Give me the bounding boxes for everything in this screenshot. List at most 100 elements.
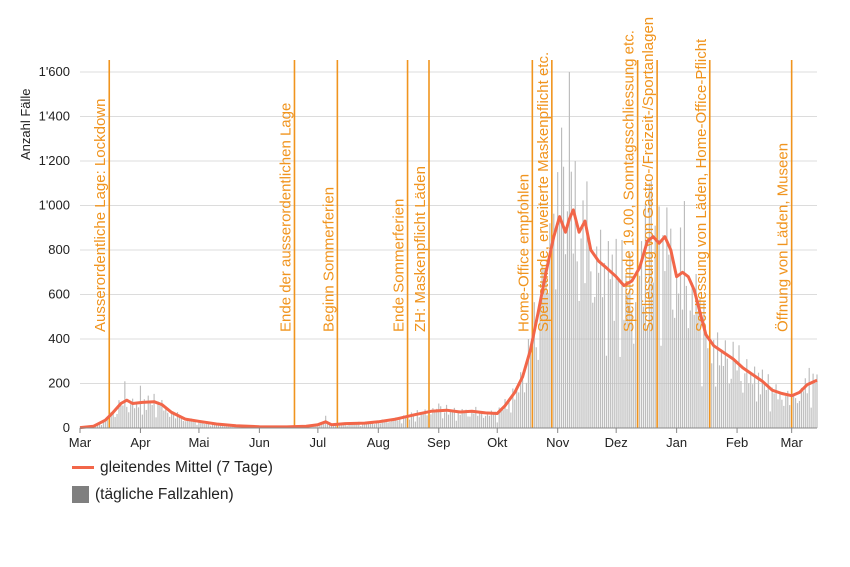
daily-case-bar: [668, 254, 670, 428]
daily-case-bar: [537, 359, 539, 428]
daily-case-bar: [681, 309, 684, 428]
event-annotations: Ausserordentliche Lage: Lockdown Ende der…: [92, 17, 793, 428]
daily-case-bar: [110, 411, 112, 428]
daily-case-bar: [481, 413, 483, 428]
y-tick-label: 1'000: [39, 198, 70, 213]
daily-case-bar: [211, 422, 214, 428]
daily-case-bar: [699, 298, 701, 428]
axes: 0 200 400 600 800 1'000 1'200 1'400 1'600 Mar Apr M…: [39, 64, 817, 450]
daily-case-bar: [547, 292, 549, 428]
daily-case-bar: [796, 403, 799, 428]
daily-case-bar: [340, 423, 342, 428]
daily-case-bar: [313, 425, 315, 428]
daily-case-bar: [746, 359, 748, 428]
legend-bar-label: (tägliche Fallzahlen): [95, 486, 234, 503]
daily-case-bar: [483, 417, 485, 428]
daily-case-bar: [405, 417, 407, 428]
daily-case-bar: [808, 367, 810, 428]
x-tick-label: Jul: [310, 435, 327, 450]
x-tick-label: Mai: [188, 435, 209, 450]
daily-case-bar: [568, 72, 570, 428]
daily-case-bar: [615, 238, 617, 428]
daily-case-bar: [471, 411, 473, 428]
daily-case-bar: [381, 419, 383, 428]
daily-case-bar: [403, 415, 405, 428]
daily-case-bar: [574, 161, 576, 428]
daily-case-bar: [473, 413, 475, 428]
daily-case-bar: [562, 166, 565, 429]
daily-case-bar: [135, 402, 138, 428]
daily-case-bar: [512, 388, 514, 428]
daily-case-bar: [122, 405, 124, 428]
daily-case-bar: [496, 422, 498, 428]
daily-case-bar: [625, 274, 627, 428]
daily-case-bar: [566, 211, 569, 428]
daily-case-bar: [171, 413, 173, 428]
daily-case-bar: [594, 296, 596, 428]
daily-case-bar: [366, 421, 368, 428]
daily-case-bar: [557, 172, 559, 428]
daily-case-bar: [559, 216, 561, 428]
daily-case-bar: [469, 416, 471, 428]
daily-case-bar: [592, 302, 594, 428]
daily-case-bar: [348, 422, 350, 428]
daily-case-bar: [352, 422, 354, 428]
daily-case-bar: [773, 393, 775, 428]
daily-case-bar: [391, 419, 393, 428]
daily-case-bar: [418, 417, 420, 428]
daily-case-bar: [194, 420, 196, 428]
daily-case-bar: [414, 421, 416, 428]
daily-case-bar: [174, 418, 177, 428]
daily-case-bar: [444, 412, 446, 428]
daily-case-bar: [161, 399, 163, 428]
annotation-label: Öffnung von Läden, Museen: [774, 143, 792, 332]
daily-case-bar: [662, 235, 664, 428]
daily-case-bar: [215, 423, 218, 428]
daily-case-bar: [338, 424, 340, 428]
daily-case-bar: [369, 422, 372, 428]
x-tick-label: Dez: [605, 435, 628, 450]
daily-case-bar: [794, 398, 797, 428]
daily-case-bar: [371, 423, 374, 428]
daily-case-bar: [742, 392, 744, 428]
daily-case-bar: [713, 339, 715, 428]
daily-case-bar: [447, 414, 450, 428]
daily-case-bar: [664, 271, 666, 428]
daily-case-bar: [132, 398, 134, 428]
daily-case-bar: [399, 418, 401, 428]
daily-case-bar: [500, 409, 502, 428]
daily-case-bar: [638, 275, 641, 428]
daily-case-bar: [167, 412, 169, 428]
daily-case-bar: [518, 392, 520, 428]
daily-case-bar: [765, 390, 767, 428]
daily-case-bar: [535, 347, 537, 428]
daily-case-bar: [580, 238, 582, 428]
daily-case-bar: [734, 360, 736, 428]
x-tick-label: Aug: [367, 435, 390, 450]
daily-case-bar: [389, 421, 391, 428]
daily-case-bar: [213, 424, 216, 428]
daily-case-bar: [693, 314, 695, 428]
daily-case-bar: [642, 306, 645, 428]
daily-case-bar: [102, 419, 104, 428]
daily-case-bar: [607, 241, 609, 428]
y-gridlines: [80, 71, 817, 384]
daily-case-bar: [570, 171, 572, 428]
daily-case-bar: [720, 349, 723, 428]
daily-case-bar: [106, 418, 108, 428]
daily-case-bar: [367, 423, 370, 428]
daily-case-bar: [785, 396, 787, 428]
daily-case-bar: [644, 202, 647, 428]
daily-case-bar: [793, 394, 795, 428]
daily-case-bar: [705, 334, 707, 428]
annotation-label: Schliessung von Läden, Home-Office-Pflic…: [693, 38, 710, 332]
daily-case-bar: [703, 301, 705, 428]
daily-case-bar: [584, 283, 586, 428]
daily-case-bar: [506, 409, 508, 428]
daily-case-bar: [769, 411, 771, 428]
daily-case-bar: [679, 227, 682, 428]
daily-case-bar: [188, 420, 190, 428]
daily-case-bar: [804, 378, 806, 428]
x-tick-label: Mar: [69, 435, 92, 450]
y-tick-label: 1'200: [39, 153, 70, 168]
